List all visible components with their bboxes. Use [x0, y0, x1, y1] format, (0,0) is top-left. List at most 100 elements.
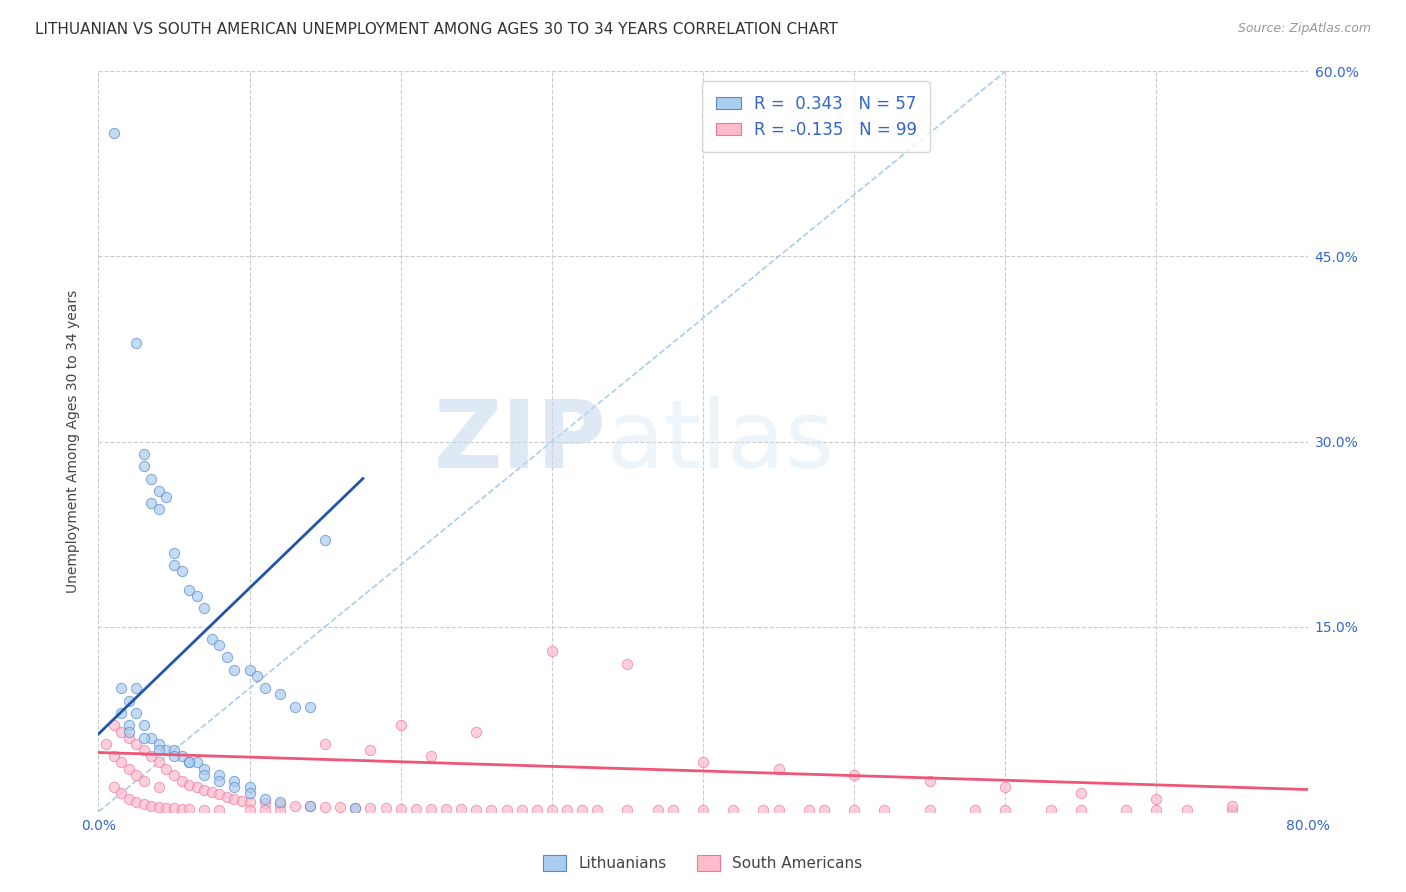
Point: [420, 802, 443, 816]
Point: [208, 773, 231, 788]
Point: [132, 743, 155, 757]
Point: [1039, 804, 1062, 818]
Point: [586, 804, 609, 818]
Point: [994, 804, 1017, 818]
Point: [132, 447, 155, 461]
Point: [450, 802, 472, 816]
Point: [155, 762, 177, 776]
Point: [465, 804, 488, 818]
Point: [132, 459, 155, 474]
Text: ZIP: ZIP: [433, 395, 606, 488]
Point: [360, 743, 382, 757]
Point: [141, 798, 163, 813]
Point: [110, 786, 132, 800]
Point: [1144, 804, 1167, 818]
Point: [125, 681, 148, 696]
Point: [103, 718, 125, 732]
Point: [179, 802, 201, 816]
Point: [420, 749, 443, 764]
Point: [1070, 804, 1092, 818]
Point: [299, 699, 322, 714]
Point: [118, 762, 141, 776]
Point: [155, 801, 177, 815]
Point: [253, 681, 276, 696]
Point: [110, 756, 132, 770]
Point: [148, 799, 170, 814]
Point: [299, 798, 322, 813]
Point: [103, 749, 125, 764]
Point: [253, 796, 276, 810]
Point: [405, 802, 427, 816]
Point: [125, 706, 148, 720]
Point: [661, 804, 683, 818]
Point: [118, 718, 141, 732]
Point: [132, 731, 155, 745]
Point: [269, 797, 291, 812]
Point: [208, 804, 231, 818]
Point: [141, 496, 163, 510]
Point: [125, 795, 148, 809]
Point: [118, 694, 141, 708]
Point: [193, 782, 215, 797]
Point: [239, 795, 262, 809]
Point: [994, 780, 1017, 794]
Point: [224, 792, 246, 806]
Point: [208, 638, 231, 652]
Point: [873, 804, 896, 818]
Point: [314, 533, 336, 548]
Point: [389, 802, 412, 816]
Point: [253, 792, 276, 806]
Point: [647, 804, 669, 818]
Point: [1220, 798, 1243, 813]
Point: [844, 767, 866, 781]
Point: [148, 756, 170, 770]
Point: [155, 743, 177, 757]
Point: [253, 804, 276, 818]
Point: [186, 756, 208, 770]
Point: [179, 582, 201, 597]
Point: [141, 471, 163, 485]
Point: [269, 804, 291, 818]
Point: [344, 801, 367, 815]
Point: [1175, 804, 1198, 818]
Point: [215, 650, 238, 665]
Point: [201, 632, 224, 646]
Point: [193, 804, 215, 818]
Point: [163, 749, 186, 764]
Point: [224, 663, 246, 677]
Point: [163, 743, 186, 757]
Point: [481, 804, 503, 818]
Point: [148, 737, 170, 751]
Point: [269, 795, 291, 809]
Point: [179, 756, 201, 770]
Point: [125, 335, 148, 350]
Point: [374, 801, 396, 815]
Y-axis label: Unemployment Among Ages 30 to 34 years: Unemployment Among Ages 30 to 34 years: [66, 290, 80, 593]
Point: [314, 799, 336, 814]
Point: [125, 767, 148, 781]
Point: [193, 601, 215, 615]
Point: [170, 773, 193, 788]
Text: Source: ZipAtlas.com: Source: ZipAtlas.com: [1237, 22, 1371, 36]
Point: [208, 767, 231, 781]
Legend: Lithuanians, South Americans: Lithuanians, South Americans: [537, 849, 869, 877]
Point: [239, 786, 262, 800]
Point: [768, 804, 790, 818]
Point: [148, 502, 170, 516]
Point: [571, 804, 593, 818]
Text: atlas: atlas: [606, 395, 835, 488]
Point: [163, 767, 186, 781]
Point: [103, 126, 125, 140]
Point: [186, 589, 208, 603]
Point: [965, 804, 987, 818]
Point: [110, 706, 132, 720]
Point: [170, 564, 193, 578]
Point: [186, 780, 208, 794]
Point: [495, 804, 517, 818]
Point: [344, 801, 367, 815]
Point: [208, 788, 231, 802]
Point: [555, 804, 578, 818]
Point: [239, 780, 262, 794]
Point: [752, 804, 775, 818]
Point: [299, 798, 322, 813]
